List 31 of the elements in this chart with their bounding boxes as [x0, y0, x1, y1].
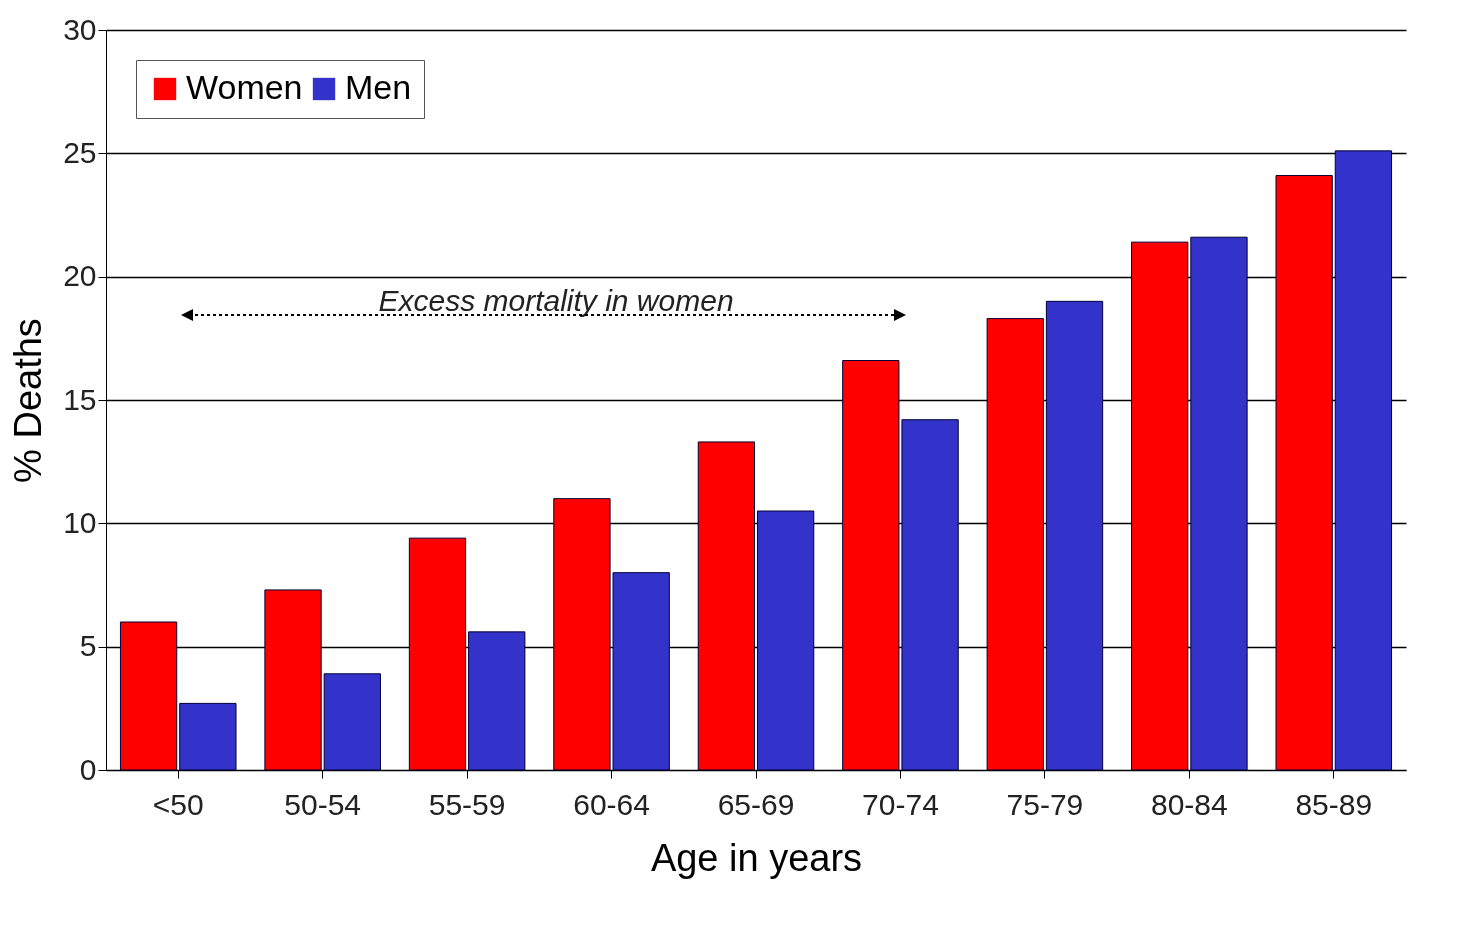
y-axis-title: % Deaths [7, 318, 50, 483]
y-tick-label: 20 [63, 259, 97, 293]
x-tick-label: 85-89 [1295, 787, 1373, 821]
y-tick-label: 5 [79, 629, 97, 663]
annotation: Excess mortality in women [378, 284, 734, 317]
y-tick-label: 15 [63, 382, 97, 416]
y-tick-label: 10 [63, 505, 97, 539]
bar [408, 537, 467, 771]
bar [468, 631, 526, 771]
x-tick-label: 55-59 [428, 787, 506, 821]
bar [1334, 150, 1393, 771]
bar [756, 510, 815, 771]
x-tick-label: 70-74 [862, 787, 939, 821]
x-tick-label: 80-84 [1150, 787, 1228, 821]
x-tick-label: 75-79 [1006, 787, 1084, 821]
bar [119, 621, 178, 771]
x-tick-label: 65-69 [717, 787, 795, 821]
y-tick-label: 0 [79, 752, 97, 786]
bar [986, 318, 1044, 771]
legend-label: Men [345, 68, 412, 106]
y-tick-label: 30 [63, 12, 97, 46]
y-tick-label: 25 [63, 135, 97, 169]
x-tick-label: 50-54 [284, 787, 362, 821]
x-axis-title: Age in years [650, 836, 863, 879]
bar [697, 441, 756, 771]
bar [1275, 175, 1333, 771]
bar [1045, 300, 1104, 771]
x-tick-label: 60-64 [573, 787, 650, 821]
x-tick-label: <50 [152, 787, 204, 821]
bar [179, 702, 237, 771]
legend-label: Women [186, 68, 303, 106]
